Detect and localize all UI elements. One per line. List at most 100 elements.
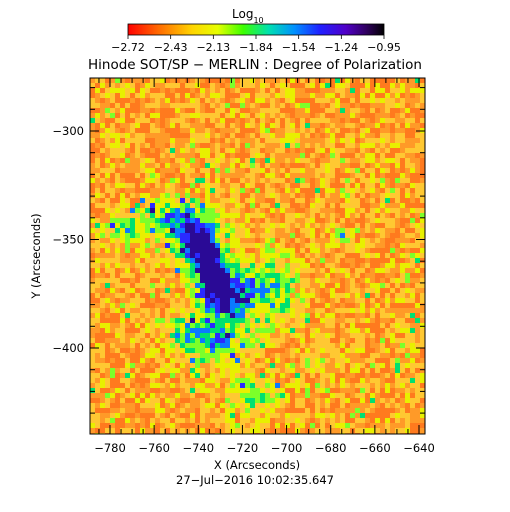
map-pixel	[175, 153, 180, 158]
map-pixel	[205, 88, 210, 93]
map-pixel	[350, 333, 355, 338]
map-pixel	[110, 278, 115, 283]
map-pixel	[200, 383, 205, 388]
map-pixel	[225, 423, 230, 428]
map-pixel	[220, 133, 225, 138]
map-pixel	[220, 263, 225, 268]
map-pixel	[195, 253, 200, 258]
x-tick-label: −780	[94, 441, 126, 455]
map-pixel	[155, 338, 160, 343]
map-pixel	[420, 148, 425, 153]
map-pixel	[295, 283, 300, 288]
map-pixel	[400, 148, 405, 153]
map-pixel	[100, 253, 105, 258]
map-pixel	[340, 163, 345, 168]
map-pixel	[115, 88, 120, 93]
map-pixel	[315, 378, 320, 383]
map-pixel	[350, 308, 355, 313]
map-pixel	[210, 353, 215, 358]
map-pixel	[405, 308, 410, 313]
map-pixel	[240, 208, 245, 213]
map-pixel	[205, 413, 210, 418]
map-pixel	[295, 413, 300, 418]
map-pixel	[155, 353, 160, 358]
map-pixel	[315, 298, 320, 303]
map-pixel	[145, 178, 150, 183]
map-pixel	[385, 318, 390, 323]
map-pixel	[355, 208, 360, 213]
map-pixel	[310, 338, 315, 343]
map-pixel	[405, 418, 410, 423]
map-pixel	[265, 293, 270, 298]
map-pixel	[270, 133, 275, 138]
map-pixel	[400, 288, 405, 293]
map-pixel	[190, 408, 195, 413]
map-pixel	[195, 143, 200, 148]
map-pixel	[180, 163, 185, 168]
map-pixel	[160, 393, 165, 398]
map-pixel	[200, 248, 205, 253]
map-pixel	[175, 258, 180, 263]
map-pixel	[315, 328, 320, 333]
map-pixel	[275, 93, 280, 98]
map-pixel	[215, 193, 220, 198]
map-pixel	[205, 128, 210, 133]
map-pixel	[365, 278, 370, 283]
map-pixel	[365, 228, 370, 233]
map-pixel	[350, 128, 355, 133]
map-pixel	[405, 213, 410, 218]
map-pixel	[255, 263, 260, 268]
map-pixel	[225, 333, 230, 338]
map-pixel	[390, 208, 395, 213]
map-pixel	[145, 203, 150, 208]
map-pixel	[185, 193, 190, 198]
map-pixel	[215, 423, 220, 428]
map-pixel	[300, 308, 305, 313]
map-pixel	[110, 208, 115, 213]
map-pixel	[210, 268, 215, 273]
map-pixel	[205, 113, 210, 118]
map-pixel	[320, 413, 325, 418]
map-pixel	[185, 153, 190, 158]
map-pixel	[415, 328, 420, 333]
map-pixel	[400, 133, 405, 138]
map-pixel	[370, 273, 375, 278]
map-pixel	[285, 183, 290, 188]
map-pixel	[225, 168, 230, 173]
map-pixel	[400, 323, 405, 328]
map-pixel	[145, 108, 150, 113]
map-pixel	[300, 178, 305, 183]
map-pixel	[215, 388, 220, 393]
map-pixel	[255, 393, 260, 398]
map-pixel	[190, 333, 195, 338]
map-pixel	[250, 78, 255, 83]
map-pixel	[400, 423, 405, 428]
map-pixel	[215, 383, 220, 388]
map-pixel	[305, 303, 310, 308]
map-pixel	[125, 233, 130, 238]
map-pixel	[120, 408, 125, 413]
map-pixel	[270, 218, 275, 223]
map-pixel	[155, 143, 160, 148]
map-pixel	[290, 378, 295, 383]
map-pixel	[135, 208, 140, 213]
map-pixel	[350, 273, 355, 278]
map-pixel	[335, 103, 340, 108]
map-pixel	[365, 178, 370, 183]
map-pixel	[125, 368, 130, 373]
map-pixel	[150, 283, 155, 288]
map-pixel	[350, 423, 355, 428]
map-pixel	[150, 258, 155, 263]
map-pixel	[210, 408, 215, 413]
map-pixel	[220, 403, 225, 408]
map-pixel	[375, 368, 380, 373]
map-pixel	[290, 143, 295, 148]
map-pixel	[320, 228, 325, 233]
map-pixel	[90, 123, 95, 128]
map-pixel	[90, 383, 95, 388]
map-pixel	[275, 153, 280, 158]
map-pixel	[160, 83, 165, 88]
map-pixel	[370, 423, 375, 428]
map-pixel	[280, 333, 285, 338]
map-pixel	[275, 253, 280, 258]
